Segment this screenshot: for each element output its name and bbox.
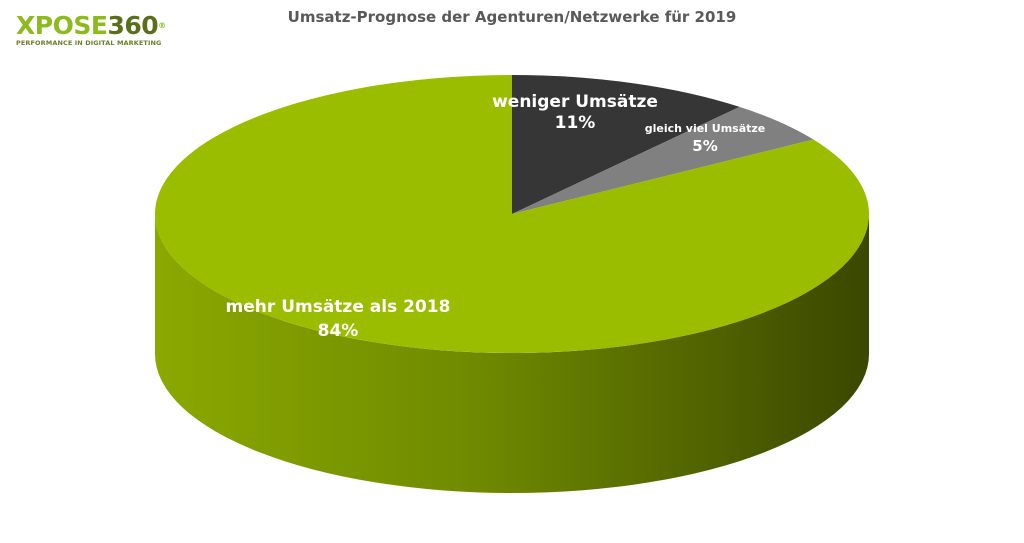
chart-title: Umsatz-Prognose der Agenturen/Netzwerke … (287, 8, 737, 26)
slice-value-label: 11% (555, 113, 596, 133)
slice-value-label: 84% (318, 321, 359, 341)
logo-brand-b: 360 (107, 11, 159, 40)
slice-label: weniger Umsätze (492, 92, 658, 112)
pie-side-wall (155, 214, 869, 493)
pie-slice-1 (512, 106, 814, 214)
slice-value-label: 5% (692, 137, 717, 155)
logo: XPOSE360® PERFORMANCE IN DIGITAL MARKETI… (16, 11, 166, 48)
pie-slice-0 (512, 75, 740, 214)
logo-brand-a: XPOSE (16, 11, 108, 40)
logo-mark: ® (158, 21, 166, 30)
logo-tagline: PERFORMANCE IN DIGITAL MARKETING (16, 39, 162, 47)
slice-label: gleich viel Umsätze (645, 122, 766, 135)
slice-label: mehr Umsätze als 2018 (226, 297, 451, 317)
pie-slice-2 (154, 75, 870, 353)
